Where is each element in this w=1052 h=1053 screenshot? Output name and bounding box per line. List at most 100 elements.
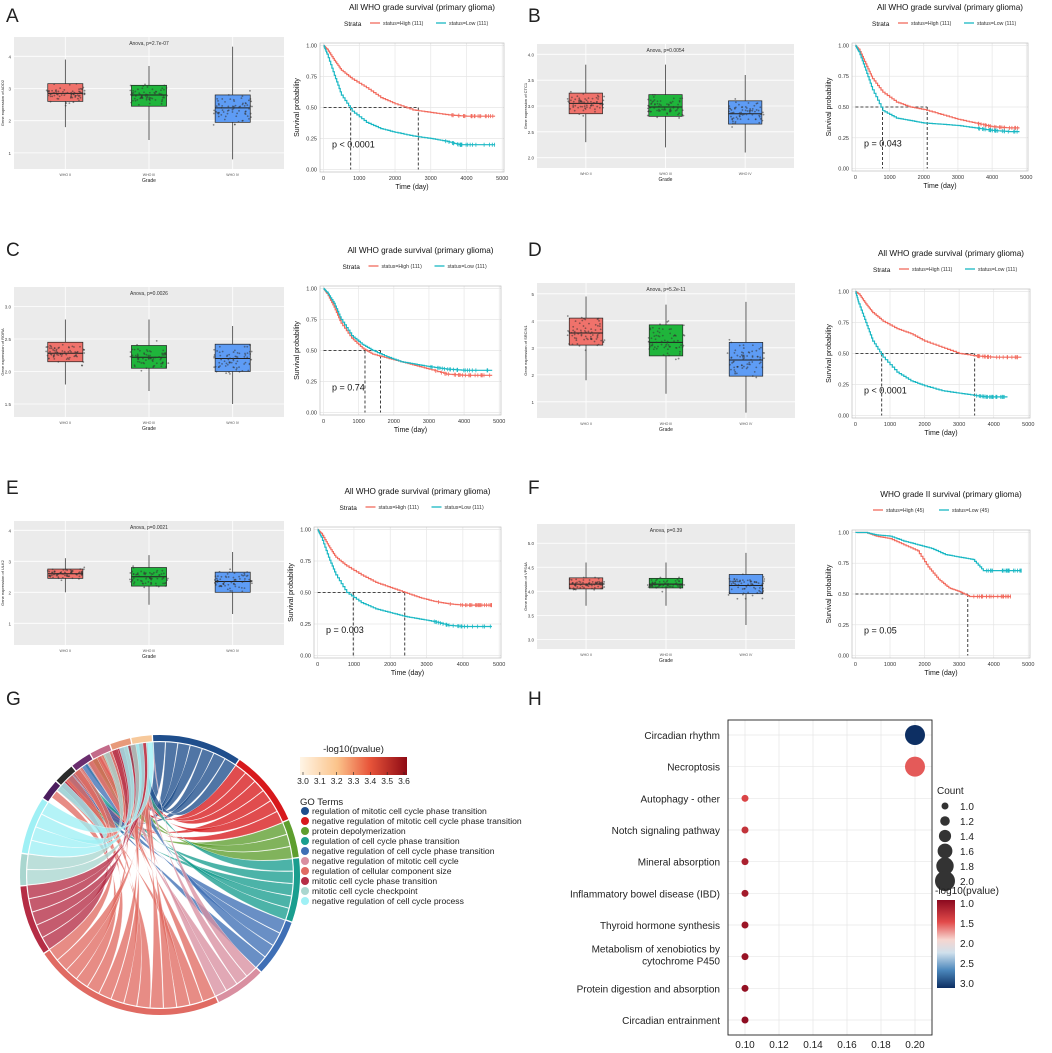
jitter-point: [582, 576, 585, 579]
jitter-point: [229, 357, 231, 360]
jitter-point: [655, 341, 658, 344]
chord-ribbon: [31, 745, 135, 848]
jitter-point: [658, 581, 661, 583]
jitter-point: [238, 352, 241, 355]
anova-label: Anova, p=0.0021: [130, 525, 168, 531]
jitter-point: [238, 109, 240, 112]
dot-point: [905, 725, 925, 745]
jitter-point: [756, 592, 759, 594]
y-tick-label: 1: [8, 151, 11, 156]
size-legend-label: 1.8: [960, 862, 974, 873]
jitter-point: [161, 569, 164, 572]
jitter-point: [78, 571, 81, 574]
legend-entry: status=Low (111): [977, 21, 1016, 27]
jitter-point: [748, 361, 751, 364]
x-tick-label: 0.10: [735, 1040, 755, 1051]
jitter-point: [759, 356, 762, 359]
jitter-point: [597, 98, 599, 100]
anova-label: Anova, p=5.2e-11: [646, 287, 685, 293]
jitter-point: [215, 370, 218, 373]
jitter-point: [590, 328, 593, 330]
dot-point: [741, 889, 749, 897]
jitter-point: [677, 103, 679, 106]
legend-entry: status=Low (45): [952, 508, 989, 514]
p-value: p = 0.043: [864, 139, 902, 149]
y-category-label: Autophagy - other: [641, 794, 721, 805]
jitter-point: [576, 342, 579, 345]
box-3: [727, 552, 766, 625]
jitter-point: [759, 113, 762, 116]
jitter-point: [133, 581, 136, 584]
dot-point: [741, 858, 749, 866]
jitter-point: [674, 583, 677, 585]
jitter-point: [601, 586, 604, 589]
jitter-point: [78, 94, 81, 97]
jitter-point: [72, 101, 75, 104]
jitter-point: [746, 363, 749, 366]
jitter-point: [578, 113, 581, 116]
jitter-point: [728, 338, 731, 341]
jitter-point: [570, 99, 572, 102]
chord-ribbon: [26, 751, 124, 870]
km-plot-b: All WHO grade survival (primary glioma) S…: [826, 3, 1032, 190]
jitter-point: [53, 571, 56, 573]
jitter-point: [166, 579, 169, 582]
go-legend-swatch: [301, 807, 309, 815]
box-body: [728, 100, 763, 125]
jitter-point: [161, 100, 163, 103]
survival-curve-high: [855, 531, 1011, 598]
jitter-point: [733, 366, 736, 369]
jitter-point: [61, 343, 64, 346]
jitter-point: [647, 586, 650, 589]
jitter-point: [727, 594, 730, 596]
jitter-point: [62, 90, 64, 93]
jitter-point: [224, 584, 226, 587]
jitter-point: [231, 590, 233, 592]
jitter-point: [244, 361, 247, 364]
go-legend-entry: negative regulation of mitotic cell cycl…: [312, 816, 522, 826]
jitter-point: [568, 343, 570, 345]
x-tick-label: 1000: [884, 662, 896, 668]
jitter-point: [160, 102, 163, 105]
x-tick-label: 1000: [353, 419, 365, 425]
jitter-point: [213, 348, 216, 351]
y-tick-label: 3: [531, 346, 534, 351]
jitter-point: [148, 98, 151, 100]
x-tick-label: 2000: [918, 422, 930, 428]
jitter-point: [69, 349, 71, 352]
jitter-point: [238, 370, 241, 373]
jitter-point: [760, 584, 763, 587]
jitter-point: [654, 582, 656, 584]
jitter-point: [738, 580, 740, 583]
jitter-point: [130, 101, 133, 104]
jitter-point: [64, 568, 67, 571]
outer-arc-gene: [72, 754, 93, 771]
jitter-point: [730, 341, 733, 344]
x-tick-label: 1000: [883, 175, 895, 181]
jitter-point: [138, 575, 140, 578]
y-category-label: Protein digestion and absorption: [577, 984, 720, 995]
jitter-point: [129, 84, 132, 87]
legend-entry: status=High (111): [379, 505, 420, 511]
x-axis-label: Grade: [142, 178, 156, 184]
jitter-point: [583, 317, 585, 320]
jitter-point: [728, 577, 731, 580]
jitter-point: [603, 339, 606, 341]
outer-arc-gene: [110, 738, 132, 750]
jitter-point: [591, 581, 594, 583]
jitter-point: [758, 362, 761, 365]
y-category-label: Thyroid hormone synthesis: [600, 921, 720, 932]
jitter-point: [581, 105, 584, 108]
jitter-point: [49, 350, 51, 353]
jitter-point: [217, 102, 220, 105]
boxplot-a: 1 2 3 4 Anova, p=2.7e-07 Grade Gene expression…: [0, 37, 284, 184]
plot-frame: [319, 42, 505, 173]
jitter-point: [580, 583, 583, 586]
go-legend-title: GO Terms: [300, 797, 343, 808]
jitter-point: [131, 578, 134, 581]
jitter-point: [243, 355, 246, 358]
jitter-point: [165, 366, 167, 368]
jitter-point: [662, 354, 665, 356]
y-tick-label: 2.5: [528, 130, 535, 135]
